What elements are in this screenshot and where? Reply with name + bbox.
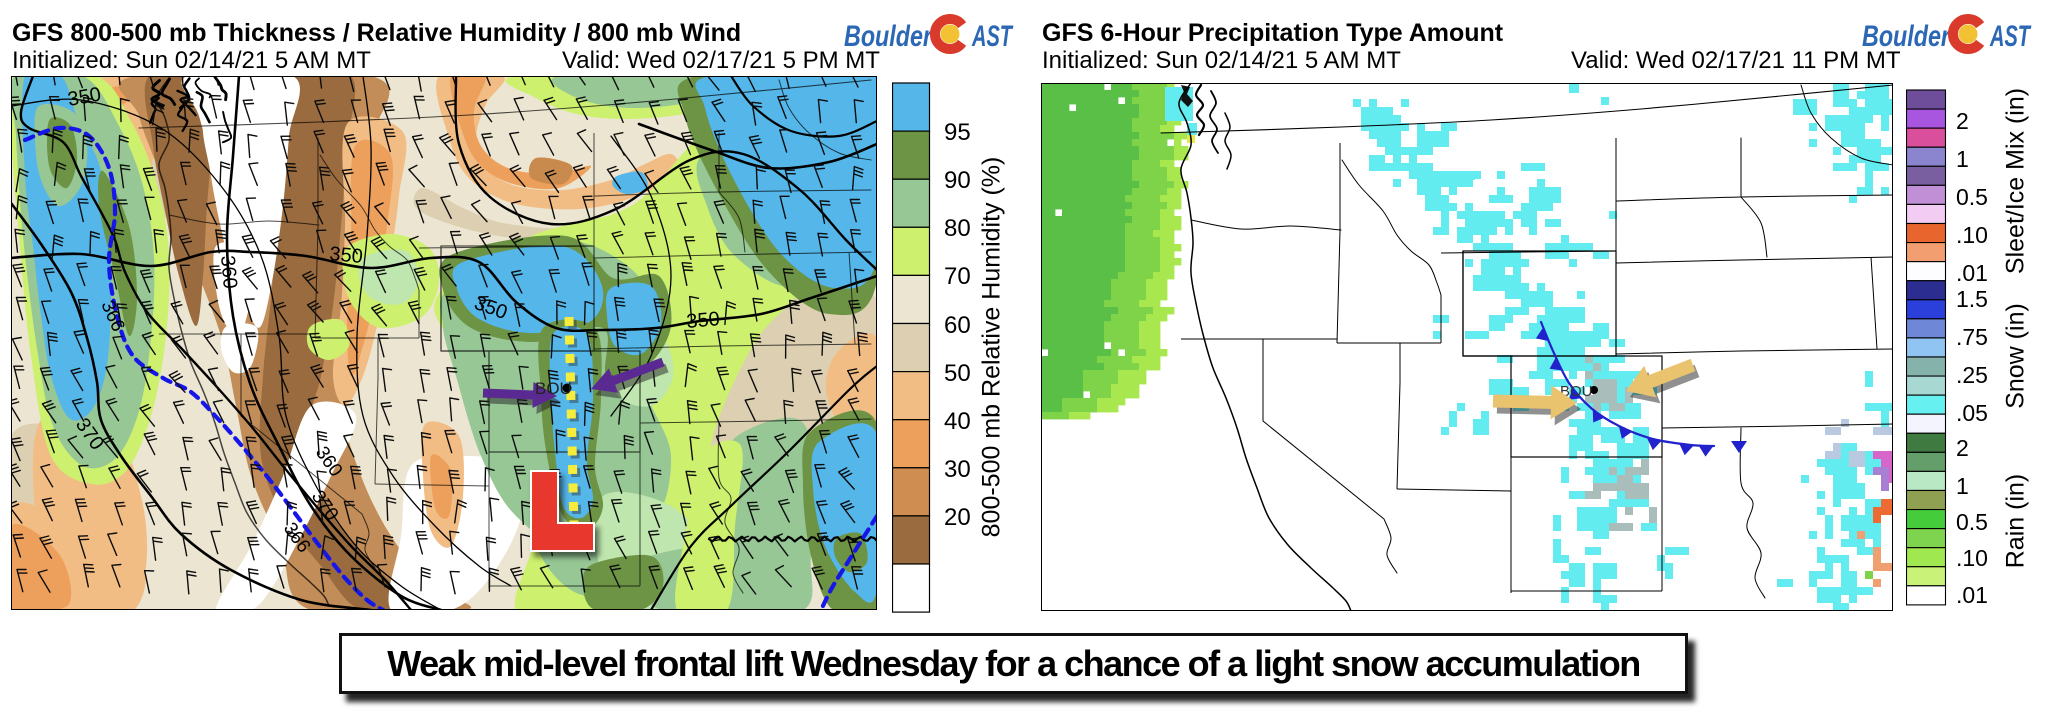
svg-text:AST: AST <box>971 20 1013 53</box>
svg-text:Boulder: Boulder <box>1862 20 1952 53</box>
svg-text:Boulder: Boulder <box>844 20 934 53</box>
svg-text:BOU: BOU <box>535 379 572 398</box>
svg-text:360: 360 <box>216 255 241 290</box>
svg-text:350: 350 <box>686 308 721 333</box>
svg-text:350: 350 <box>329 243 364 268</box>
svg-text:AST: AST <box>1989 20 2031 53</box>
svg-text:BOU: BOU <box>1560 383 1593 400</box>
